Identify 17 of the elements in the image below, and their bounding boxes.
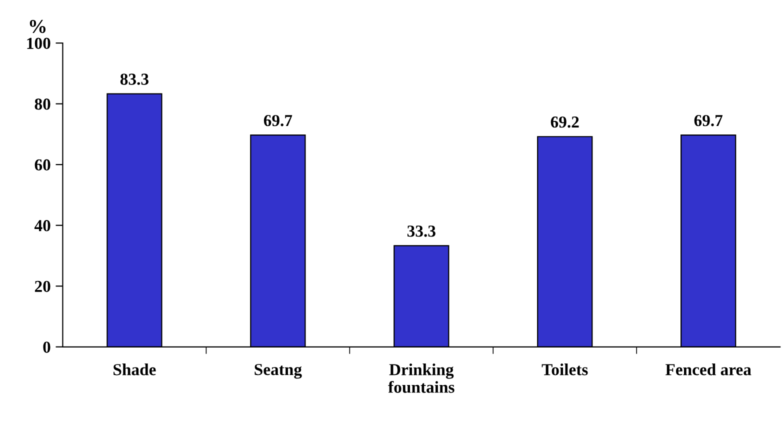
y-tick-label: 60 bbox=[34, 159, 50, 171]
y-tick-label: 40 bbox=[34, 220, 50, 232]
x-tick-label: Seatng bbox=[254, 364, 302, 379]
x-tick-label: Shade bbox=[114, 364, 156, 376]
y-tick-label: 80 bbox=[34, 98, 50, 110]
x-tick-label: Drinking fountains bbox=[388, 364, 454, 393]
y-tick-label: 100 bbox=[27, 38, 50, 49]
data-label: 33.3 bbox=[407, 226, 436, 237]
x-tick-label: Fenced area bbox=[666, 364, 752, 376]
data-label: 69.7 bbox=[264, 114, 292, 126]
data-label: 69.7 bbox=[694, 114, 723, 126]
data-label: 69.2 bbox=[550, 116, 579, 128]
x-tick-label: Toilets bbox=[542, 364, 588, 376]
y-tick-label: 0 bbox=[43, 342, 50, 353]
data-label: 83.3 bbox=[120, 74, 148, 85]
y-axis-title: % bbox=[30, 20, 46, 34]
y-tick-label: 20 bbox=[34, 280, 50, 292]
